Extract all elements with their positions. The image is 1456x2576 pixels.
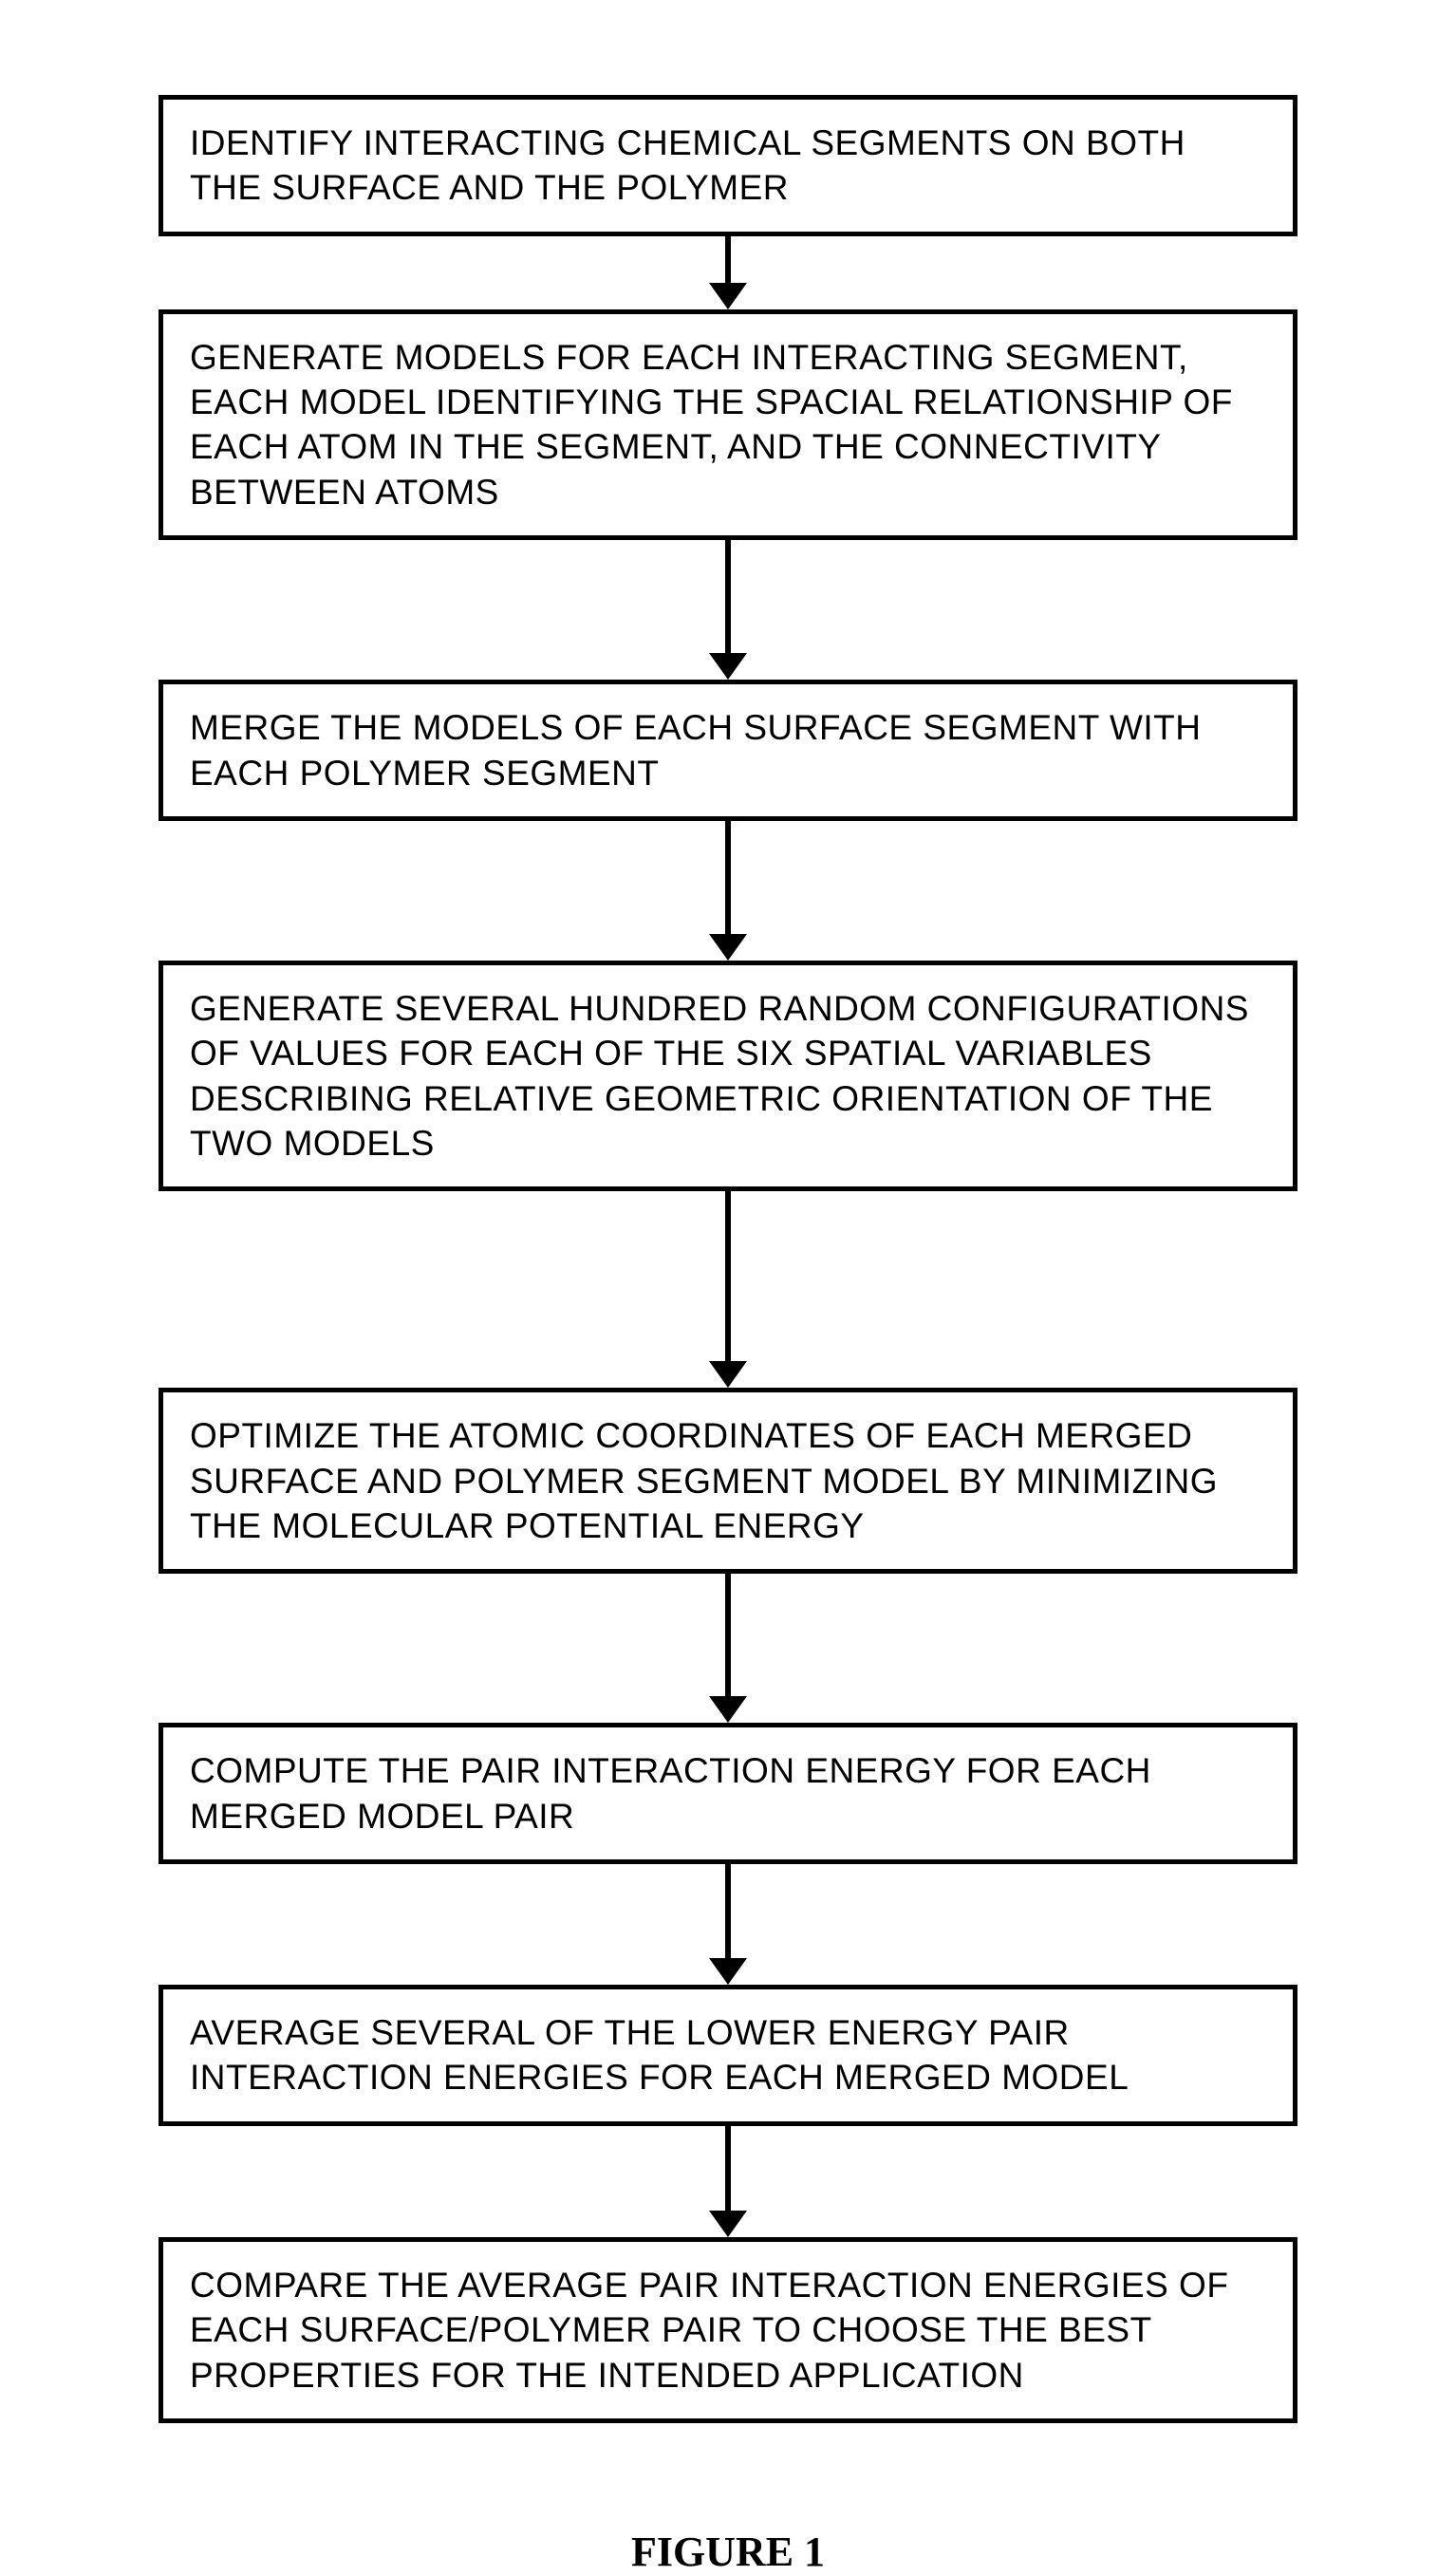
flow-step: GENERATE SEVERAL HUNDRED RANDOM CONFIGUR… [159, 961, 1297, 1191]
flow-step: COMPUTE THE PAIR INTERACTION ENERGY FOR … [159, 1723, 1297, 1864]
flow-step: OPTIMIZE THE ATOMIC COORDINATES OF EACH … [159, 1388, 1297, 1574]
arrow-head-icon [709, 1958, 747, 1985]
flow-step: IDENTIFY INTERACTING CHEMICAL SEGMENTS O… [159, 95, 1297, 236]
arrow-shaft [725, 1191, 731, 1362]
figure-caption: FIGURE 1 [0, 2528, 1456, 2576]
arrow-head-icon [709, 1361, 747, 1388]
flow-arrow [709, 1574, 747, 1723]
flowchart-container: IDENTIFY INTERACTING CHEMICAL SEGMENTS O… [159, 95, 1297, 2423]
flow-step: COMPARE THE AVERAGE PAIR INTERACTION ENE… [159, 2237, 1297, 2423]
flow-step: AVERAGE SEVERAL OF THE LOWER ENERGY PAIR… [159, 1985, 1297, 2126]
arrow-head-icon [709, 934, 747, 961]
flow-arrow [709, 1864, 747, 1985]
arrow-head-icon [709, 653, 747, 680]
flow-arrow [709, 821, 747, 961]
arrow-shaft [725, 236, 731, 284]
arrow-shaft [725, 821, 731, 935]
flow-arrow [709, 540, 747, 680]
arrow-shaft [725, 1574, 731, 1697]
flow-step: MERGE THE MODELS OF EACH SURFACE SEGMENT… [159, 680, 1297, 821]
arrow-shaft [725, 540, 731, 654]
arrow-head-icon [709, 1696, 747, 1723]
flow-step: GENERATE MODELS FOR EACH INTERACTING SEG… [159, 309, 1297, 540]
arrow-shaft [725, 1864, 731, 1959]
arrow-head-icon [709, 283, 747, 309]
arrow-head-icon [709, 2211, 747, 2237]
page: IDENTIFY INTERACTING CHEMICAL SEGMENTS O… [0, 0, 1456, 2523]
arrow-shaft [725, 2126, 731, 2212]
flow-arrow [709, 2126, 747, 2237]
flow-arrow [709, 1191, 747, 1388]
flow-arrow [709, 236, 747, 309]
